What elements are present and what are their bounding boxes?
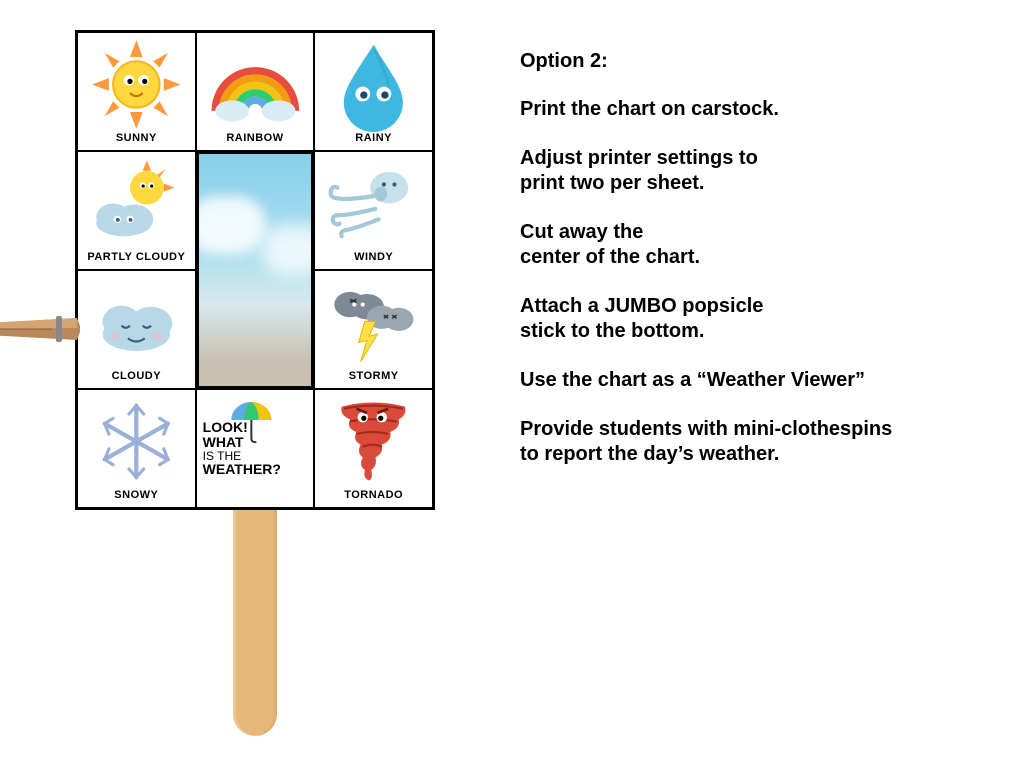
tornado-icon xyxy=(317,394,430,489)
label-rainy: RAINY xyxy=(355,132,392,144)
instruction-step: Adjust printer settings toprint two per … xyxy=(520,146,1004,196)
label-rainbow: RAINBOW xyxy=(226,132,283,144)
cell-look: LOOK! WHAT IS THE WEATHER? xyxy=(196,389,315,508)
rainbow-icon xyxy=(199,37,312,132)
cell-snowy: SNOWY xyxy=(77,389,196,508)
cell-windy: WINDY xyxy=(314,151,433,270)
cell-rainy: RAINY xyxy=(314,32,433,151)
label-windy: WINDY xyxy=(354,251,393,263)
label-cloudy: CLOUDY xyxy=(112,370,161,382)
windy-icon xyxy=(317,156,430,251)
stormy-icon xyxy=(317,275,430,370)
label-sunny: SUNNY xyxy=(116,132,157,144)
snowflake-icon xyxy=(80,394,193,489)
instruction-step: Provide students with mini-clothespinsto… xyxy=(520,417,1004,467)
clothespin-icon xyxy=(0,312,102,351)
instructions-heading: Option 2: xyxy=(520,50,1004,73)
center-window xyxy=(196,151,315,389)
illustration-column: SUNNY RAINBOW xyxy=(10,20,500,759)
instruction-step: Print the chart on carstock. xyxy=(520,97,1004,122)
page-root: SUNNY RAINBOW xyxy=(0,0,1024,779)
label-tornado: TORNADO xyxy=(344,489,403,501)
raindrop-icon xyxy=(317,37,430,132)
popsicle-stick xyxy=(233,506,277,736)
sun-icon xyxy=(80,37,193,132)
cell-sunny: SUNNY xyxy=(77,32,196,151)
instruction-step: Attach a JUMBO popsiclestick to the bott… xyxy=(520,294,1004,344)
instructions-column: Option 2: Print the chart on carstock. A… xyxy=(500,20,1014,759)
look-line4: WEATHER? xyxy=(203,462,281,477)
partly-cloudy-icon xyxy=(80,156,193,251)
cell-rainbow: RAINBOW xyxy=(196,32,315,151)
instruction-step: Cut away thecenter of the chart. xyxy=(520,220,1004,270)
cell-stormy: STORMY xyxy=(314,270,433,389)
label-stormy: STORMY xyxy=(349,370,399,382)
cell-tornado: TORNADO xyxy=(314,389,433,508)
label-partly-cloudy: PARTLY CLOUDY xyxy=(87,251,185,263)
weather-chart: SUNNY RAINBOW xyxy=(75,30,435,510)
umbrella-icon xyxy=(196,396,310,446)
cell-partly-cloudy: PARTLY CLOUDY xyxy=(77,151,196,270)
instruction-step: Use the chart as a “Weather Viewer” xyxy=(520,368,1004,393)
label-snowy: SNOWY xyxy=(114,489,158,501)
